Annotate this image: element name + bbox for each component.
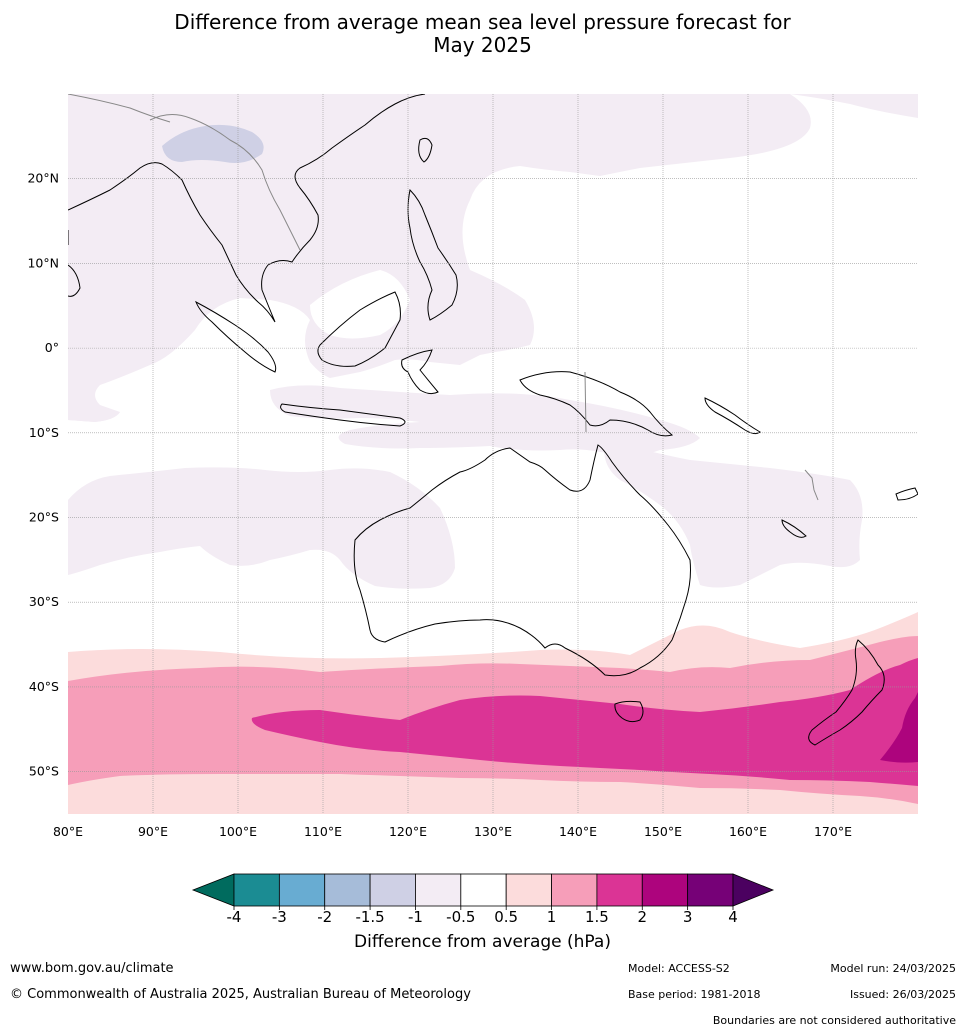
latitude-label: 50°S — [29, 764, 59, 779]
colorbar-high-extend — [732, 873, 775, 907]
colorbar-segment — [641, 873, 689, 907]
colorbar-segment — [551, 873, 598, 907]
colorbar-low-extend — [191, 873, 235, 907]
coast-philippines — [407, 188, 458, 321]
colorbar-tick-label: -3 — [272, 908, 287, 926]
colorbar-tick-label: 1 — [547, 908, 557, 926]
coast-tasmania — [614, 700, 644, 723]
coast-new-guinea — [519, 371, 674, 437]
map-area — [68, 94, 918, 814]
colorbar-tick-label: -1 — [408, 908, 423, 926]
footer-base-period: Base period: 1981-2018 — [628, 988, 761, 1001]
colorbar-tick-label: 1.5 — [585, 908, 609, 926]
title-line-2: May 2025 — [433, 33, 532, 57]
colorbar-title: Difference from average (hPa) — [354, 932, 611, 952]
footer-copyright: © Commonwealth of Australia 2025, Austra… — [10, 987, 471, 1002]
longitude-label: 90°E — [138, 824, 168, 839]
title-line-1: Difference from average mean sea level p… — [174, 10, 791, 34]
colorbar-segment — [369, 873, 416, 907]
region-indian-ocean-south — [68, 467, 455, 589]
region-west-indian-ocean — [68, 408, 120, 422]
region-sumatra-hole — [310, 270, 410, 339]
coast-borneo — [317, 291, 401, 367]
longitude-label: 170°E — [814, 824, 852, 839]
longitude-labels: 80°E 90°E 100°E 110°E 120°E 130°E 140°E 150°E 16… — [53, 824, 852, 839]
colorbar-tick-label: 2 — [637, 908, 647, 926]
chart-title: Difference from average mean sea level p… — [0, 11, 965, 57]
longitude-label: 110°E — [304, 824, 342, 839]
coast-new-zealand — [808, 639, 885, 746]
coast-australia — [353, 444, 691, 677]
region-pacific-ne — [790, 94, 918, 118]
latitude-label: 30°S — [29, 594, 59, 609]
footer-issued: Issued: 26/03/2025 — [849, 988, 956, 1001]
colorbar-segment — [505, 873, 552, 907]
longitude-label: 160°E — [729, 824, 767, 839]
longitude-label: 140°E — [559, 824, 597, 839]
footer-boundaries-note: Boundaries are not considered authoritat… — [712, 1014, 956, 1027]
colorbar-tick-label: -1.5 — [355, 908, 384, 926]
border-vanuatu — [804, 469, 819, 501]
latitude-label: 10°S — [29, 425, 59, 440]
region-band-2 — [880, 692, 918, 763]
border-china-asia — [68, 94, 171, 123]
border-indochina — [149, 114, 301, 251]
coast-fiji — [895, 487, 918, 501]
border-png-indonesia — [584, 371, 587, 433]
colorbar-tick-label: 3 — [683, 908, 693, 926]
footer-url[interactable]: www.bom.gov.au/climate — [10, 961, 174, 976]
latitude-label: 40°S — [29, 679, 59, 694]
longitude-label: 150°E — [644, 824, 682, 839]
region-asia-north — [68, 94, 811, 422]
coast-srilanka — [68, 264, 81, 297]
colorbar-segment — [460, 873, 507, 907]
region-band-1-5 — [251, 658, 918, 786]
latitude-labels: 20°N 10°N 0° 10°S 20°S 30°S 40°S 50°S — [27, 171, 59, 779]
colorbar-tick-label: -4 — [227, 908, 242, 926]
colorbar-tick-label: -2 — [317, 908, 332, 926]
coast-solomons — [704, 397, 761, 435]
colorbar-tick-label: 4 — [728, 908, 738, 926]
longitude-label: 100°E — [219, 824, 257, 839]
coast-new-caledonia — [781, 519, 807, 538]
country-borders — [68, 94, 819, 501]
colorbar-segment — [415, 873, 462, 907]
longitude-label: 80°E — [53, 824, 83, 839]
colorbar-tick-label: -0.5 — [446, 908, 475, 926]
colorbar-segment — [596, 873, 643, 907]
coast-asia-mainland — [68, 94, 426, 323]
coast-sumatra — [195, 300, 277, 373]
longitude-label: 130°E — [474, 824, 512, 839]
footer-model-run: Model run: 24/03/2025 — [830, 962, 956, 975]
latitude-label: 10°N — [27, 255, 59, 270]
colorbar-segment — [324, 873, 371, 907]
colorbar-tick-label: 0.5 — [494, 908, 518, 926]
latitude-label: 20°S — [29, 510, 59, 525]
coast-taiwan — [418, 137, 433, 163]
colorbar-segment — [278, 873, 326, 907]
colorbar: -4 -3 -2 -1.5 -1 -0.5 0.5 1 1.5 2 3 4 — [191, 873, 775, 926]
region-coral-sea — [604, 440, 863, 588]
latitude-label: 0° — [45, 340, 59, 355]
colorbar-segment — [233, 873, 280, 907]
region-indonesia-band — [270, 385, 700, 455]
footer-model: Model: ACCESS-S2 — [628, 962, 730, 975]
longitude-label: 120°E — [389, 824, 427, 839]
gridlines — [68, 94, 918, 814]
coast-java — [280, 403, 406, 427]
latitude-label: 20°N — [27, 171, 59, 186]
colorbar-segment — [687, 873, 734, 907]
